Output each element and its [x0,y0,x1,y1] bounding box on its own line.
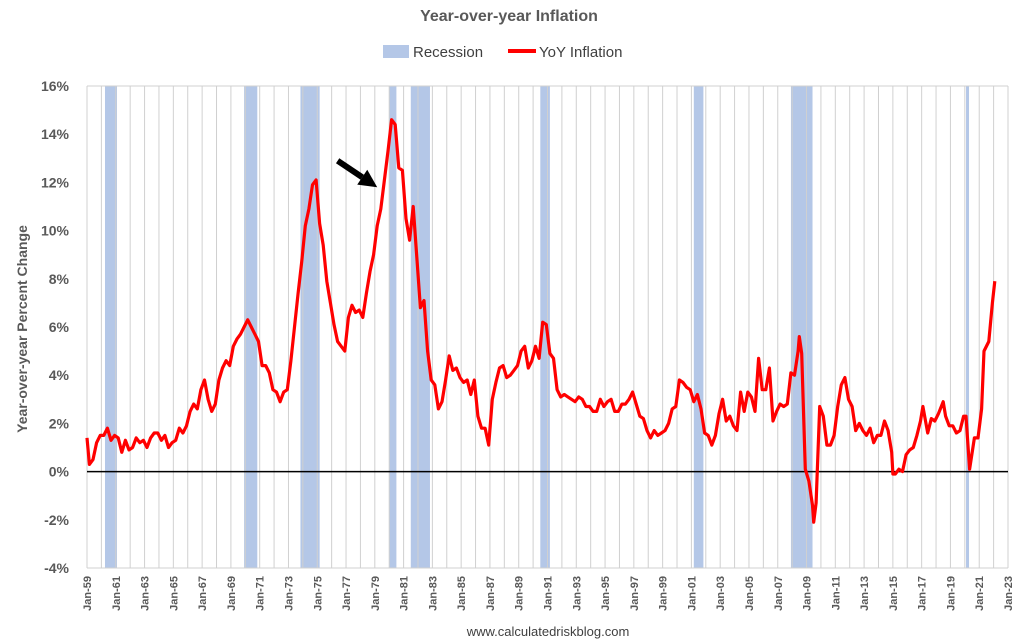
recession-band [693,86,704,568]
x-tick-label: Jan-91 [543,576,555,611]
x-tick-label: Jan-75 [312,576,324,611]
y-tick-label: 4% [49,367,70,383]
x-tick-label: Jan-21 [974,576,986,611]
y-tick-label: 12% [41,174,70,190]
x-tick-label: Jan-85 [456,576,468,611]
y-tick-label: -2% [44,512,69,528]
y-tick-label: -4% [44,560,69,576]
legend-recession-swatch [383,45,409,58]
x-tick-label: Jan-61 [111,576,123,611]
x-tick-label: Jan-95 [600,576,612,611]
x-tick-label: Jan-63 [140,576,152,611]
x-tick-label: Jan-93 [571,576,583,611]
series-line-yoy-inflation [85,118,997,524]
x-tick-label: Jan-87 [485,576,497,611]
y-axis-label: Year-over-year Percent Change [14,225,30,433]
y-tick-label: 8% [49,271,70,287]
x-tick-label: Jan-97 [629,576,641,611]
chart-title: Year-over-year Inflation [420,8,598,25]
y-tick-label: 6% [49,319,70,335]
x-tick-label: Jan-83 [427,576,439,611]
x-tick-label: Jan-77 [341,576,353,611]
x-tick-label: Jan-59 [82,576,94,611]
y-tick-label: 10% [41,223,70,239]
legend: Recession YoY Inflation [383,44,622,61]
x-tick-label: Jan-81 [399,576,411,611]
annotation-arrow [335,158,378,188]
x-tick-label: Jan-89 [514,576,526,611]
x-tick-label: Jan-23 [1003,576,1015,611]
legend-recession-label: Recession [413,44,483,61]
x-tick-label: Jan-67 [197,576,209,611]
x-tick-label: Jan-15 [888,576,900,611]
recession-band [389,86,397,568]
x-tick-label: Jan-03 [715,576,727,611]
y-tick-label: 0% [49,464,70,480]
x-tick-label: Jan-71 [255,576,267,611]
x-tick-label: Jan-69 [226,576,238,611]
x-tick-label: Jan-73 [283,576,295,611]
recession-band [790,86,813,568]
x-tick-label: Jan-17 [917,576,929,611]
recession-band [104,86,117,568]
arrow-head [357,169,378,188]
x-tick-label: Jan-79 [370,576,382,611]
x-tick-label: Jan-09 [802,576,814,611]
y-tick-label: 2% [49,415,70,431]
recession-band [410,86,430,568]
legend-inflation-label: YoY Inflation [539,44,622,61]
x-tick-label: Jan-11 [830,576,842,610]
y-axis-ticks: -4% -2% 0% 2% 4% 6% 8% 10% 12% 14% 16% [41,78,70,576]
x-tick-label: Jan-07 [773,576,785,611]
x-tick-label: Jan-05 [744,576,756,611]
source-text: www.calculatedriskblog.com [466,624,630,639]
x-tick-label: Jan-01 [686,576,698,611]
recession-band [300,86,320,568]
x-tick-label: Jan-19 [945,576,957,611]
y-tick-label: 16% [41,78,70,94]
y-tick-label: 14% [41,126,70,142]
x-tick-label: Jan-65 [168,576,180,611]
recession-band [966,86,970,568]
x-tick-label: Jan-99 [658,576,670,611]
arrow-shaft [335,158,364,180]
recession-bands [104,86,970,568]
x-tick-label: Jan-13 [859,576,871,611]
x-axis-ticks: Jan-59 Jan-61 Jan-63 Jan-65 Jan-67 Jan-69 Jan-… [82,576,1015,611]
